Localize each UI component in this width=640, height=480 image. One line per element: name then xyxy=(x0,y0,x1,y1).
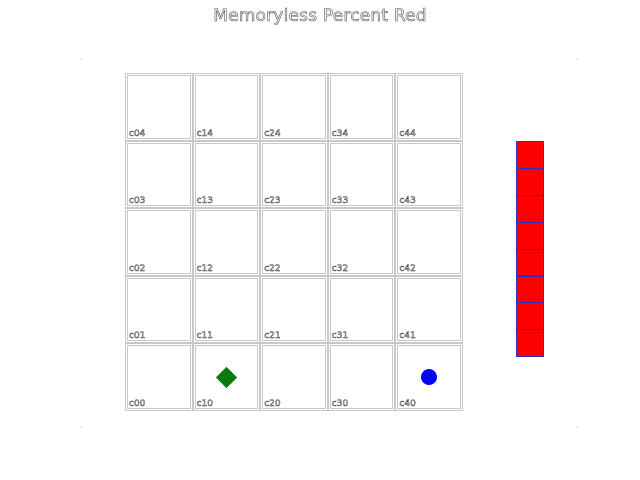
history-cell-red xyxy=(516,141,544,169)
cell-label: c21 xyxy=(264,331,281,342)
cell-label: c04 xyxy=(129,128,146,139)
cell-label: c30 xyxy=(331,398,349,410)
history-cell-red xyxy=(516,302,544,331)
corner-marker xyxy=(576,58,578,60)
cell-label: c01 xyxy=(129,331,146,342)
cell-label: c33 xyxy=(331,196,349,207)
grid-cell: c24 xyxy=(260,73,328,141)
cell-label: c23 xyxy=(264,196,281,207)
cell-label: c42 xyxy=(399,263,416,275)
cell-label: c22 xyxy=(264,263,281,275)
grid-cell: c03 xyxy=(125,140,193,209)
grid-cell: c02 xyxy=(125,208,193,276)
grid-cell: c41 xyxy=(395,275,463,344)
grid-cell: c01 xyxy=(125,275,193,344)
grid-cell: c43 xyxy=(395,140,463,209)
cell-label: c24 xyxy=(264,128,281,139)
cell-label: c44 xyxy=(399,128,416,139)
grid-cell: c32 xyxy=(327,208,396,276)
grid-cell: c34 xyxy=(327,73,396,141)
cell-label: c12 xyxy=(196,263,213,275)
cell-label: c03 xyxy=(129,196,146,207)
grid-cell: c14 xyxy=(192,73,261,141)
grid-cell: c21 xyxy=(260,275,328,344)
history-cell-red xyxy=(516,248,544,277)
grid-cell: c00 xyxy=(125,343,193,411)
grid-cell: c31 xyxy=(327,275,396,344)
cell-label: c10 xyxy=(196,398,213,410)
history-cell-red xyxy=(516,221,544,250)
grid-cell: c22 xyxy=(260,208,328,276)
grid-cell: c12 xyxy=(192,208,261,276)
grid-cell: c10 xyxy=(192,343,261,411)
cell-label: c41 xyxy=(399,331,416,342)
history-cell-red xyxy=(516,275,544,304)
grid-world: c04 c14 c24 c34 c44 c03 c13 c23 c33 c43 c02 c12 c22 c… xyxy=(125,73,464,412)
corner-marker xyxy=(576,426,578,428)
cell-label: c14 xyxy=(196,128,213,139)
cell-label: c11 xyxy=(196,331,213,342)
page-title: Memoryless Percent Red xyxy=(213,6,427,27)
cell-label: c43 xyxy=(399,196,416,207)
history-column xyxy=(516,141,544,358)
history-cell-red xyxy=(516,329,544,358)
cell-label: c31 xyxy=(331,331,349,342)
cell-label: c32 xyxy=(331,263,349,275)
grid-cell: c11 xyxy=(192,275,261,344)
cell-label: c13 xyxy=(196,196,213,207)
corner-marker xyxy=(80,58,82,60)
history-cell-red xyxy=(516,167,544,196)
corner-marker xyxy=(80,426,82,428)
grid-cell: c44 xyxy=(395,73,463,141)
cell-label: c34 xyxy=(331,128,349,139)
cell-label: c00 xyxy=(129,398,146,410)
cell-label: c02 xyxy=(129,263,146,275)
grid-cell: c33 xyxy=(327,140,396,209)
cell-label: c20 xyxy=(264,398,281,410)
goal-circle xyxy=(421,369,438,386)
grid-cell: c13 xyxy=(192,140,261,209)
cell-label: c40 xyxy=(399,398,416,410)
grid-cell: c42 xyxy=(395,208,463,276)
history-cell-red xyxy=(516,194,544,223)
grid-cell: c23 xyxy=(260,140,328,209)
grid-cell: c20 xyxy=(260,343,328,411)
grid-cell: c04 xyxy=(125,73,193,141)
grid-cell: c30 xyxy=(327,343,396,411)
